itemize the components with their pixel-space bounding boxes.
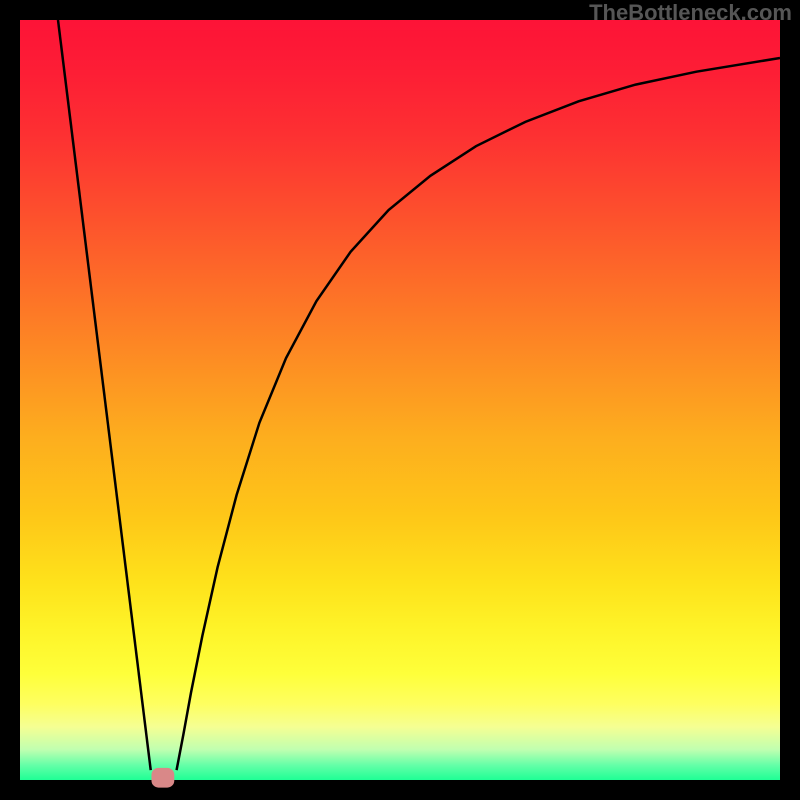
plot-background <box>20 20 780 780</box>
watermark-text: TheBottleneck.com <box>589 0 792 26</box>
bottleneck-chart: TheBottleneck.com <box>0 0 800 800</box>
chart-svg <box>0 0 800 800</box>
minimum-marker <box>151 768 174 788</box>
